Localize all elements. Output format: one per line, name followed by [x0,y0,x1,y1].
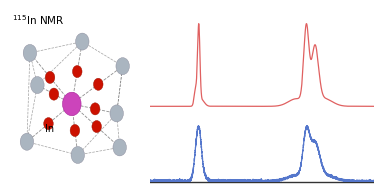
Circle shape [113,139,126,156]
Circle shape [110,105,123,122]
Circle shape [92,121,101,133]
Text: In: In [45,125,54,134]
Circle shape [45,71,55,84]
Circle shape [91,103,100,115]
Circle shape [73,65,82,77]
Circle shape [23,44,37,61]
Circle shape [70,124,80,136]
Text: $^{115}$In NMR: $^{115}$In NMR [12,13,65,27]
Circle shape [116,58,129,75]
Circle shape [20,133,34,150]
Circle shape [76,33,89,50]
Circle shape [71,146,85,163]
Circle shape [31,77,44,94]
Circle shape [44,118,53,130]
Circle shape [62,92,81,116]
Circle shape [49,88,59,100]
Circle shape [94,78,103,90]
